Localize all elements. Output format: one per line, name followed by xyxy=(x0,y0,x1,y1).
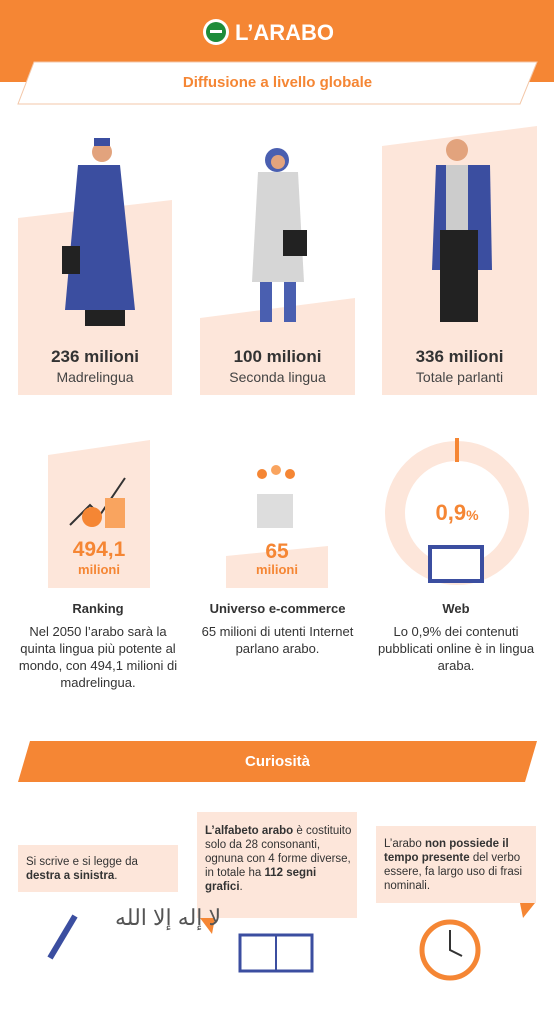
stat-label: Madrelingua xyxy=(56,369,134,385)
fact-text: Lo 0,9% dei contenuti pubblicati online … xyxy=(377,624,535,673)
text: del verbo essere, fa largo uso di frasi … xyxy=(384,852,523,892)
fact-unit: milioni xyxy=(256,562,298,577)
curiosity-text: L’arabo non possiede il tempo presente d… xyxy=(384,837,532,893)
fact-number: 0,9 xyxy=(435,500,467,525)
curiosity-text: Si scrive e si legge da destra a sinistr… xyxy=(26,855,174,883)
fact-unit: % xyxy=(466,507,479,523)
stat-value: 236 milioni xyxy=(51,347,139,366)
fact-number: 0,9% xyxy=(407,500,507,526)
stat-value: 336 milioni xyxy=(415,347,504,366)
stat-value: 100 milioni xyxy=(233,347,322,366)
fact-number: 65 xyxy=(265,540,289,563)
fact-title: Web xyxy=(442,601,470,616)
fact-text: Nel 2050 l’arabo sarà la quinta lingua p… xyxy=(18,624,178,690)
fact-title: Universo e-commerce xyxy=(209,601,346,616)
svg-text:ﻻ إله إلا الله: ﻻ إله إلا الله xyxy=(115,905,221,931)
text: Si scrive e si legge da xyxy=(26,856,138,868)
fact-unit: milioni xyxy=(78,562,120,577)
text: è costituito solo da 28 consonanti, ognu… xyxy=(205,825,352,879)
text: L’arabo xyxy=(384,838,425,850)
fact-title: Ranking xyxy=(72,601,124,616)
curiosity-text: L’alfabeto arabo è costituito solo da 28… xyxy=(205,824,353,894)
text: . xyxy=(239,881,243,893)
text: . xyxy=(114,870,118,882)
bold-text: non possiede il tempo presente xyxy=(384,838,509,864)
section-title: Diffusione a livello globale xyxy=(182,74,373,91)
fact-text: 65 milioni di utenti Internet parlano ar… xyxy=(201,624,354,656)
stat-label: Totale parlanti xyxy=(415,369,504,385)
stat-label: Seconda lingua xyxy=(229,369,326,385)
bold-text: L’alfabeto arabo xyxy=(205,825,294,837)
bold-text: destra a sinistra xyxy=(26,870,115,882)
section-title: Curiosità xyxy=(244,753,310,770)
bold-text: 112 segni grafici xyxy=(205,867,317,893)
page-title: L’ARABO xyxy=(235,20,334,45)
fact-number: 494,1 xyxy=(72,538,126,561)
